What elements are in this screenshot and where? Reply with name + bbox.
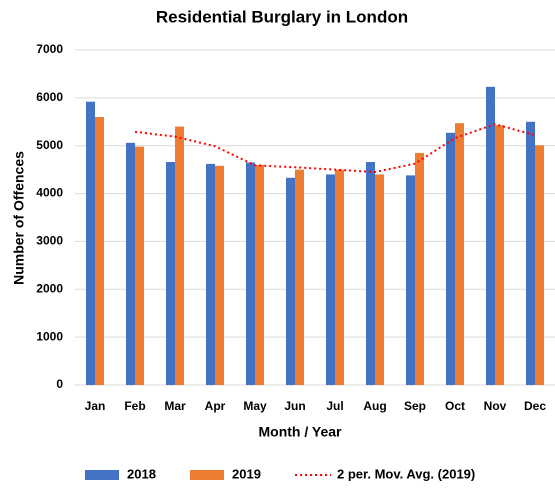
bar [406,175,415,385]
x-tick-label: Apr [205,399,226,413]
bar [375,174,384,385]
bar [166,161,175,385]
x-tick-label: Nov [484,399,507,413]
y-tick-label: 3000 [36,234,63,248]
x-tick-label: Jan [85,399,106,413]
legend-swatch [85,470,119,480]
x-tick-label: Mar [164,399,186,413]
y-tick-label: 5000 [36,138,63,152]
moving-average-line [134,123,536,174]
x-tick-label: Oct [445,399,465,413]
bar [455,123,464,385]
bar [446,132,455,385]
bar [246,162,255,385]
bar [86,101,95,385]
bar [135,146,144,385]
y-tick-label: 6000 [36,90,63,104]
legend-label: 2019 [232,466,261,481]
legend-label: 2 per. Mov. Avg. (2019) [337,466,475,481]
x-tick-label: Feb [124,399,145,413]
bar [366,161,375,385]
x-tick-label: Jul [326,399,343,413]
bar [215,165,224,385]
x-tick-label: Dec [524,399,546,413]
legend-label: 2018 [127,466,156,481]
x-tick-label: Sep [404,399,426,413]
x-tick-label: Jun [284,399,305,413]
bar [526,121,535,386]
bar [126,142,135,385]
bar [326,174,335,385]
y-tick-label: 1000 [36,329,63,343]
bar [255,164,264,385]
bar [495,125,504,385]
y-tick-label: 0 [56,377,63,391]
y-tick-label: 4000 [36,186,63,200]
y-tick-label: 7000 [36,42,63,56]
bar [415,152,424,385]
bar [286,177,295,385]
legend-swatch [190,470,224,480]
bar [335,169,344,385]
y-tick-label: 2000 [36,281,63,295]
bar [295,169,304,385]
x-tick-label: Aug [363,399,386,413]
chart-title: Residential Burglary in London [156,7,408,26]
bar [175,126,184,386]
bar [486,86,495,385]
x-tick-label: May [243,399,267,413]
bar [535,145,544,385]
y-axis-label: Number of Offences [11,151,27,285]
bar [95,117,104,385]
bar [206,163,215,385]
x-axis-label: Month / Year [259,424,343,440]
